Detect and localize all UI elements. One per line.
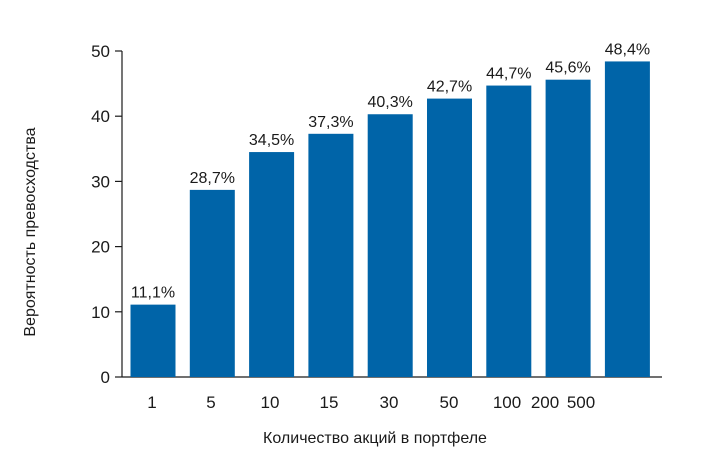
bar-value-label: 48,4% xyxy=(605,41,650,58)
bar-15 xyxy=(308,133,354,377)
bar-1 xyxy=(130,304,176,377)
y-axis: 0 10 20 30 40 50 xyxy=(91,42,123,387)
bar-value-label: 11,1% xyxy=(131,285,175,302)
x-axis: 1 5 10 15 30 50 100 200 500 xyxy=(122,376,662,412)
x-tick-label: 15 xyxy=(320,393,339,412)
bar-value-label: 40,3% xyxy=(368,94,413,111)
bar-100 xyxy=(486,85,532,377)
x-axis-title: Количество акций в портфеле xyxy=(263,430,487,447)
bars xyxy=(130,61,650,378)
bar-value-label: 37,3% xyxy=(308,114,353,131)
x-tick-label: 200 xyxy=(531,393,559,412)
y-axis-title: Вероятность превосходства xyxy=(22,127,39,336)
x-tick-label: 50 xyxy=(440,393,459,412)
bar-value-label: 42,7% xyxy=(427,79,472,96)
x-tick-label: 5 xyxy=(206,393,215,412)
bar-500 xyxy=(604,61,650,377)
y-tick-label: 50 xyxy=(91,42,110,61)
bar-value-label: 45,6% xyxy=(545,60,590,77)
bar-value-label: 28,7% xyxy=(190,170,235,187)
value-labels: 11,1% 28,7% 34,5% 37,3% 40,3% 42,7% 44,7% 45,6%… xyxy=(131,41,650,301)
y-tick-label: 30 xyxy=(91,172,110,191)
x-tick-label: 1 xyxy=(147,393,156,412)
bar-value-label: 34,5% xyxy=(249,132,294,149)
bar-10 xyxy=(249,152,295,377)
x-tick-label: 10 xyxy=(261,393,280,412)
bar-200 xyxy=(545,79,591,378)
y-tick-label: 0 xyxy=(101,368,110,387)
bar-5 xyxy=(189,189,235,377)
y-tick-label: 10 xyxy=(91,303,110,322)
x-tick-label: 30 xyxy=(380,393,399,412)
bar-value-label: 44,7% xyxy=(486,66,531,83)
bar-50 xyxy=(427,98,472,377)
y-tick-label: 40 xyxy=(91,107,110,126)
bar-30 xyxy=(367,114,413,377)
x-tick-label: 500 xyxy=(567,393,595,412)
x-tick-label: 100 xyxy=(493,393,521,412)
y-tick-label: 20 xyxy=(91,238,110,257)
